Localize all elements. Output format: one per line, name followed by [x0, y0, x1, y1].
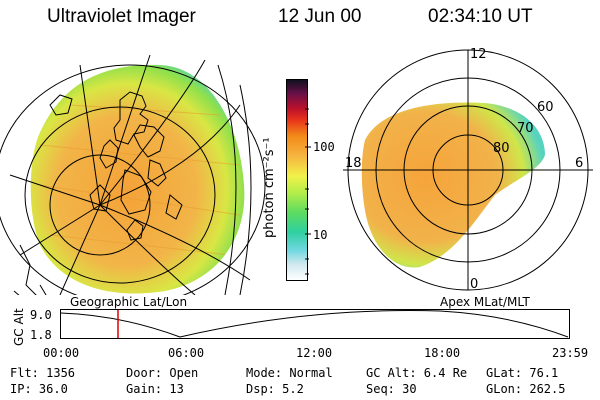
info-glon: GLon: 262.5: [486, 382, 566, 396]
polar-aurora-region: [361, 102, 545, 268]
polar-lat-70: 70: [517, 121, 534, 136]
altitude-xtick-1200: 12:00: [296, 346, 333, 360]
time-label: 02:34:10 UT: [428, 6, 533, 27]
altitude-ytick-high: 9.0: [30, 308, 52, 322]
info-ip: IP: 36.0: [10, 382, 68, 396]
colorbar-tick-100: 100: [313, 140, 335, 154]
polar-plot-label: Apex MLat/MLT: [440, 295, 530, 309]
info-glat: GLat: 76.1: [486, 366, 559, 380]
info-flt: Flt: 1356: [10, 366, 76, 380]
aurora-region: [30, 64, 245, 294]
altitude-ylabel: GC Alt: [12, 308, 26, 346]
colorbar-ticks: [305, 108, 311, 275]
info-door: Door: Open: [126, 366, 199, 380]
info-dsp: Dsp: 5.2: [246, 382, 304, 396]
altitude-ytick-low: 1.8: [30, 328, 52, 342]
altitude-xtick-2359: 23:59: [552, 346, 589, 360]
polar-hour-6: 6: [575, 156, 583, 171]
left-map-label: Geographic Lat/Lon: [70, 295, 188, 309]
colorbar: [286, 79, 308, 281]
altitude-xtick-0000: 00:00: [43, 346, 80, 360]
polar-hour-18: 18: [345, 156, 362, 171]
info-gain: Gain: 13: [126, 382, 184, 396]
polar-hour-0: 0: [470, 277, 478, 292]
polar-hour-12: 12: [470, 47, 487, 62]
altitude-xtick-1800: 18:00: [424, 346, 461, 360]
colorbar-tick-10: 10: [313, 228, 328, 242]
colorbar-unit-label: photon cm⁻²s⁻¹: [262, 137, 277, 238]
date-label: 12 Jun 00: [278, 6, 362, 27]
geographic-map: [0, 54, 266, 295]
polar-lat-60: 60: [537, 100, 554, 115]
info-seq: Seq: 30: [366, 382, 417, 396]
polar-plot: 12 18 6 0 60 70 80: [343, 47, 593, 292]
altitude-xtick-0600: 06:00: [168, 346, 205, 360]
info-gc-alt: GC Alt: 6.4 Re: [366, 366, 468, 380]
info-mode: Mode: Normal: [246, 366, 333, 380]
altitude-plot: [60, 309, 570, 339]
app-title: Ultraviolet Imager: [47, 6, 196, 27]
polar-lat-80: 80: [493, 141, 510, 156]
